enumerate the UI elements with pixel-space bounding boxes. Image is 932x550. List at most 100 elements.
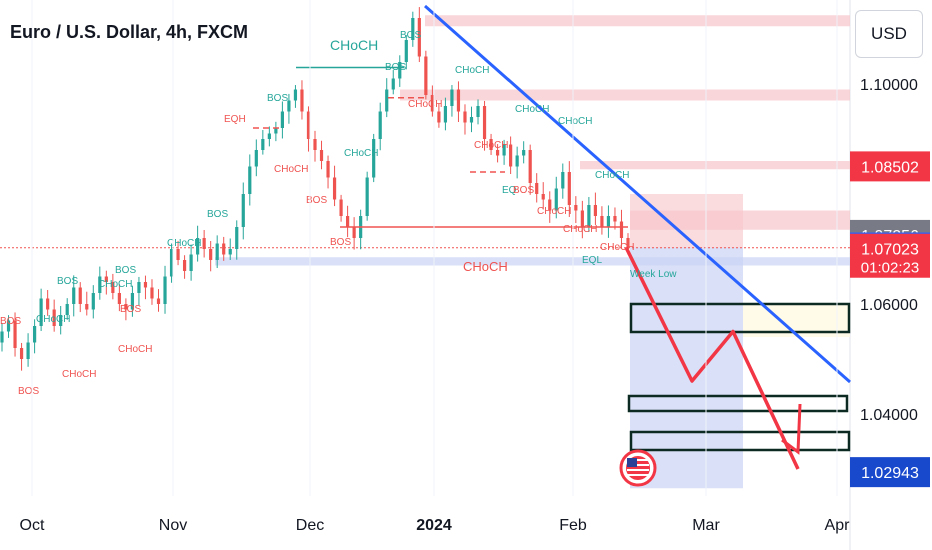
choch-label: CHoCH bbox=[455, 65, 489, 76]
candle-body bbox=[261, 139, 265, 150]
candle-body bbox=[104, 276, 108, 282]
candle-body bbox=[346, 216, 350, 227]
candle-body bbox=[182, 260, 187, 271]
candle-body bbox=[398, 62, 402, 79]
forecast-path bbox=[624, 246, 800, 470]
week-low-label: Week Low bbox=[630, 269, 677, 280]
candle-body bbox=[495, 150, 500, 156]
candle-body bbox=[72, 287, 76, 304]
x-tick-label: Oct bbox=[20, 517, 45, 534]
target-box bbox=[629, 302, 851, 334]
bos-label: BOS bbox=[267, 93, 288, 104]
candle-body bbox=[404, 40, 408, 62]
flag-stripe bbox=[627, 464, 649, 466]
price-tag-value: 1.07023 bbox=[861, 242, 919, 259]
candle-body bbox=[0, 331, 4, 343]
candle-body bbox=[365, 177, 369, 216]
candle-body bbox=[19, 348, 24, 359]
price-tag bbox=[850, 457, 930, 488]
bos-label: BOS bbox=[513, 185, 534, 196]
candle-body bbox=[39, 298, 43, 326]
candle-body bbox=[124, 304, 128, 310]
x-tick-label: Mar bbox=[692, 517, 720, 534]
candle-body bbox=[26, 342, 30, 359]
choch-label: CHoCH bbox=[330, 37, 378, 53]
candle-body bbox=[515, 155, 519, 167]
bos-label: BOS bbox=[115, 265, 136, 276]
price-tag-value: 1.02943 bbox=[861, 465, 919, 482]
candle-body bbox=[528, 150, 532, 183]
choch-label: CHoCH bbox=[474, 140, 508, 151]
choch-label: CHoCH bbox=[36, 314, 70, 325]
candle-body bbox=[235, 227, 239, 249]
candle-body bbox=[372, 139, 376, 178]
x-tick-label: Dec bbox=[296, 517, 324, 534]
choch-label: CHoCH bbox=[563, 224, 597, 235]
choch-label: CHoCH bbox=[167, 238, 201, 249]
candle-body bbox=[391, 78, 395, 90]
x-tick-label: Feb bbox=[559, 517, 587, 534]
candle-body bbox=[293, 89, 298, 101]
candle-body bbox=[248, 166, 252, 194]
y-tick-label: 1.06000 bbox=[860, 297, 918, 314]
candle-body bbox=[91, 293, 95, 310]
candle-body bbox=[280, 111, 284, 128]
candle-body bbox=[6, 320, 11, 332]
candle-body bbox=[593, 205, 597, 216]
candle-body bbox=[567, 172, 571, 205]
candle-body bbox=[117, 293, 121, 304]
candle-body bbox=[424, 56, 428, 95]
candle-body bbox=[561, 172, 565, 189]
candle-body bbox=[33, 326, 37, 343]
demand-zone bbox=[215, 257, 850, 266]
currency-button[interactable]: USD bbox=[855, 10, 923, 58]
choch-label: CHoCH bbox=[515, 104, 549, 115]
price-tag bbox=[850, 151, 930, 182]
candle-body bbox=[156, 298, 161, 304]
candle-body bbox=[163, 276, 167, 304]
bos-label: BOS bbox=[120, 304, 141, 315]
eql-label: EQL bbox=[582, 255, 602, 266]
candle-body bbox=[274, 128, 278, 134]
candle-body bbox=[417, 18, 421, 57]
choch-label: CHoCH bbox=[595, 170, 629, 181]
choch-label: CHoCH bbox=[408, 99, 442, 110]
candle-body bbox=[580, 210, 584, 227]
candle-body bbox=[613, 216, 617, 222]
candle-body bbox=[522, 150, 526, 156]
candle-body bbox=[59, 315, 63, 326]
candle-body bbox=[46, 298, 50, 310]
candle-body bbox=[443, 106, 448, 123]
choch-label: CHoCH bbox=[558, 116, 592, 127]
choch-label: CHoCH bbox=[600, 242, 634, 253]
eq-label: EQ bbox=[502, 185, 517, 196]
candle-body bbox=[619, 221, 624, 238]
choch-zone-label: CHoCH bbox=[463, 259, 508, 274]
candle-body bbox=[482, 106, 487, 139]
candle-body bbox=[196, 238, 200, 255]
candle-body bbox=[469, 117, 474, 123]
candle-body bbox=[385, 89, 389, 112]
candle-body bbox=[150, 287, 154, 299]
choch-label: CHoCH bbox=[537, 206, 571, 217]
candle-body bbox=[554, 188, 558, 211]
bos-label: BOS bbox=[0, 316, 21, 327]
bos-label: BOS bbox=[330, 237, 351, 248]
bos-label: BOS bbox=[385, 62, 406, 73]
candle-body bbox=[489, 139, 493, 150]
choch-label: CHoCH bbox=[274, 164, 308, 175]
y-tick-label: 1.04000 bbox=[860, 407, 918, 424]
choch-label: CHoCH bbox=[118, 344, 152, 355]
candle-body bbox=[137, 282, 141, 293]
candle-body bbox=[326, 161, 330, 178]
y-tick-label: 1.10000 bbox=[860, 77, 918, 94]
candle-body bbox=[535, 183, 539, 194]
candle-body bbox=[378, 111, 382, 139]
candle-body bbox=[287, 100, 291, 112]
candle-body bbox=[241, 194, 245, 227]
candle-body bbox=[606, 216, 611, 227]
candle-body bbox=[222, 243, 226, 255]
flag-stripe bbox=[627, 469, 649, 471]
price-tag bbox=[850, 233, 930, 278]
candle-body bbox=[78, 287, 82, 304]
